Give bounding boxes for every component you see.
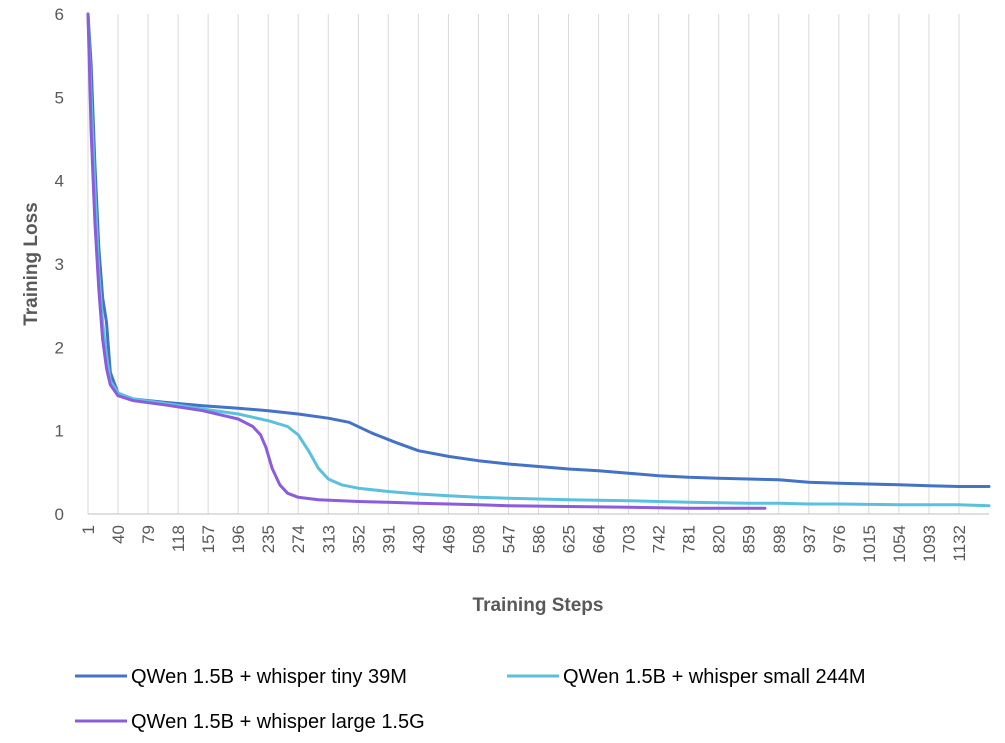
x-tick-label: 1015 <box>860 525 879 563</box>
x-tick-label: 391 <box>379 525 398 553</box>
x-tick-label: 547 <box>499 525 518 553</box>
y-tick-label: 3 <box>55 255 64 274</box>
x-tick-labels: 1 40 79 118 157 196 235 274 313 352 391 430 469 508 54… <box>79 525 969 563</box>
y-tick-label: 1 <box>55 422 64 441</box>
series-line-2 <box>86 12 991 508</box>
x-tick-label: 898 <box>770 525 789 553</box>
x-tick-label: 664 <box>590 525 609 553</box>
x-tick-label: 976 <box>830 525 849 553</box>
legend: QWen 1.5B + whisper tiny 39M QWen 1.5B + … <box>75 666 866 733</box>
x-tick-label: 781 <box>680 525 699 553</box>
x-tick-label: 625 <box>560 525 579 553</box>
x-tick-label: 1093 <box>920 525 939 563</box>
legend-label: QWen 1.5B + whisper tiny 39M <box>131 666 407 688</box>
y-axis-title: Training Loss <box>21 202 42 326</box>
x-tick-label: 235 <box>259 525 278 553</box>
x-tick-label: 430 <box>409 525 428 553</box>
legend-label: QWen 1.5B + whisper small 244M <box>563 666 866 688</box>
x-tick-label: 508 <box>469 525 488 553</box>
x-tick-label: 1132 <box>950 525 969 562</box>
y-tick-labels: 0 1 2 3 4 5 6 <box>55 5 64 524</box>
x-tick-label: 274 <box>289 525 308 553</box>
x-tick-label: 157 <box>199 525 218 553</box>
x-tick-label: 820 <box>710 525 729 553</box>
y-tick-label: 5 <box>55 88 64 107</box>
x-tick-label: 79 <box>139 525 158 544</box>
y-tick-label: 4 <box>55 172 64 191</box>
x-tick-label: 742 <box>650 525 669 553</box>
y-tick-label: 6 <box>55 5 64 24</box>
y-tick-label: 2 <box>55 338 64 357</box>
series-line-1 <box>86 12 991 488</box>
legend-label: QWen 1.5B + whisper large 1.5G <box>131 711 425 733</box>
x-tick-label: 469 <box>439 525 458 553</box>
x-tick-label: 703 <box>620 525 639 553</box>
series-lines <box>86 12 991 510</box>
x-axis-title: Training Steps <box>473 595 604 616</box>
x-tick-label: 352 <box>349 525 368 553</box>
x-grid-lines <box>87 14 960 514</box>
x-tick-label: 859 <box>740 525 759 553</box>
x-tick-label: 40 <box>109 525 128 544</box>
x-tick-label: 1 <box>79 525 98 534</box>
x-tick-label: 586 <box>530 525 549 553</box>
x-tick-label: 118 <box>169 525 188 552</box>
y-tick-label: 0 <box>55 505 64 524</box>
x-tick-label: 937 <box>800 525 819 553</box>
series-line-3 <box>86 12 767 510</box>
x-tick-label: 313 <box>319 525 338 553</box>
x-tick-label: 196 <box>229 525 248 553</box>
x-tick-label: 1054 <box>890 525 909 563</box>
